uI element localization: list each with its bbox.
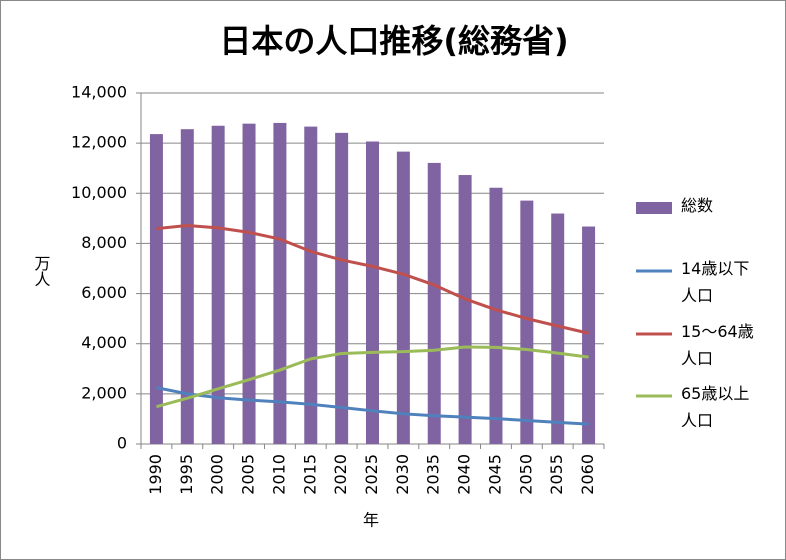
y-tick-label: 10,000 (71, 183, 127, 202)
bar (211, 125, 225, 444)
legend-label: 65歳以上人口 (681, 384, 750, 430)
x-tick-label: 2010 (269, 454, 288, 495)
line (156, 345, 589, 409)
y-tick-label: 4,000 (81, 333, 127, 352)
x-tick-label: 1990 (146, 454, 165, 495)
bar (242, 123, 256, 444)
legend-marker (636, 202, 672, 214)
legend-label: 総数 (681, 196, 714, 215)
bar (582, 226, 596, 444)
x-axis-label: 年 (363, 511, 379, 530)
y-tick-label: 14,000 (71, 83, 127, 102)
bar (304, 126, 318, 445)
legend-swatch (636, 394, 672, 398)
x-tick-label: 2005 (239, 454, 258, 495)
y-axis-label: 万人 (32, 255, 51, 287)
bar (273, 122, 287, 444)
bar (149, 134, 163, 444)
x-tick-label: 2055 (547, 454, 566, 495)
legend-swatch (636, 202, 672, 214)
y-tick-label: 6,000 (81, 283, 127, 302)
legend-item: 総数 (636, 196, 761, 219)
bar (551, 213, 565, 444)
legend-label: 14歳以下人口 (681, 259, 750, 305)
bar (180, 129, 194, 444)
x-tick-label: 1995 (177, 454, 196, 495)
x-tick-label: 2060 (578, 454, 597, 495)
x-tick-label: 2040 (455, 454, 474, 495)
legend-item: 15～64歳人口 (636, 322, 761, 372)
bar (489, 187, 503, 444)
bar (366, 141, 379, 444)
bar (458, 175, 472, 445)
x-tick-label: 2015 (300, 454, 319, 495)
x-tick-label: 2045 (485, 454, 504, 495)
chart-title: 日本の人口推移(総務省) (219, 22, 568, 60)
x-tick-label: 2035 (424, 454, 443, 495)
line (156, 386, 589, 426)
y-tick-label: 2,000 (81, 383, 127, 402)
x-tick-label: 2020 (331, 454, 350, 495)
line (156, 223, 589, 335)
x-tick-label: 2000 (208, 454, 227, 495)
bar (427, 162, 441, 444)
y-tick-label: 0 (117, 434, 127, 453)
bar (335, 132, 349, 444)
legend-label: 15～64歳人口 (681, 322, 754, 368)
legend-item: 65歳以上人口 (636, 384, 761, 434)
y-tick-label: 8,000 (81, 233, 127, 252)
x-tick-label: 2030 (393, 454, 412, 495)
x-tick-label: 2050 (516, 454, 535, 495)
y-tick-label: 12,000 (71, 133, 127, 152)
legend-swatch (636, 269, 672, 273)
bar (520, 200, 534, 444)
legend-swatch (636, 332, 672, 336)
x-tick-label: 2025 (362, 454, 381, 495)
legend-item: 14歳以下人口 (636, 259, 761, 309)
bar (396, 151, 410, 444)
